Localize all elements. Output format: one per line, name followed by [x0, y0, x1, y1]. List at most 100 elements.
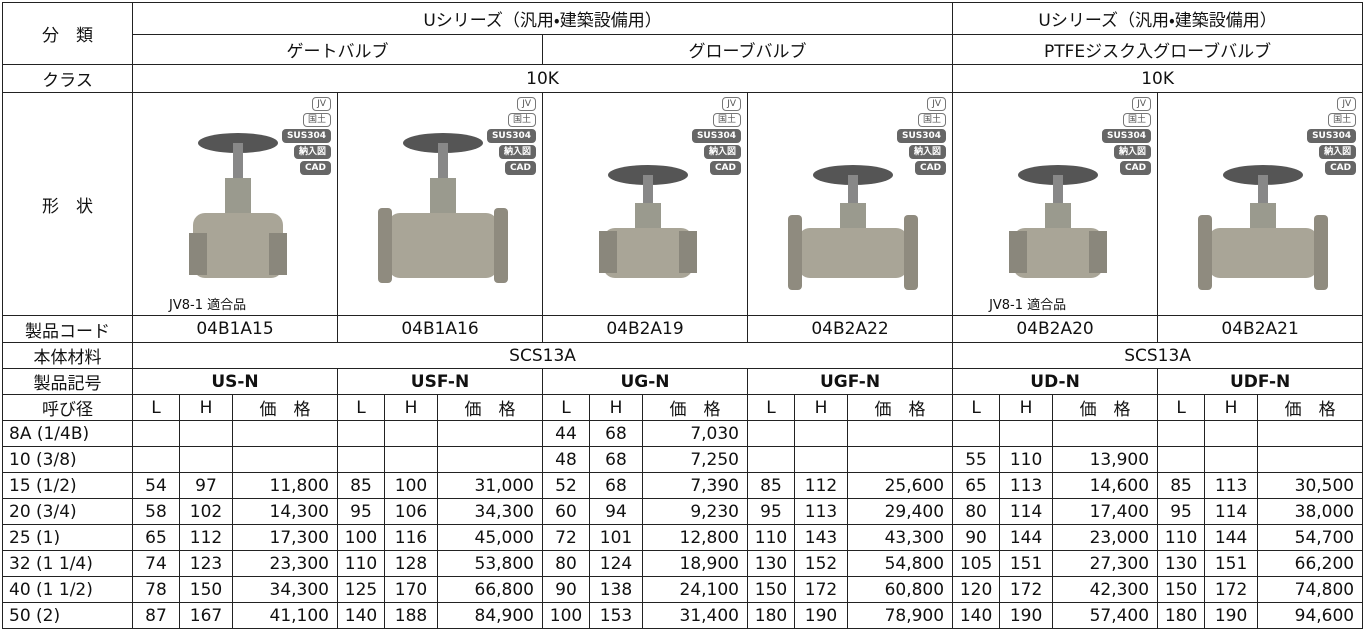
- badge: 国土: [918, 113, 947, 127]
- product-code: 04B1A16: [337, 315, 543, 343]
- sub-header: 価 格: [232, 394, 338, 421]
- value-cell: 7,250: [642, 446, 748, 473]
- badge: 国土: [712, 113, 741, 127]
- value-cell: 55: [952, 446, 1001, 473]
- value-cell: 128: [384, 550, 438, 577]
- value-cell: [1257, 446, 1364, 473]
- material: SCS13A: [131, 342, 954, 369]
- category-label: 分 類: [2, 2, 133, 65]
- value-cell: 66,200: [1257, 550, 1364, 577]
- value-cell: 14,600: [1052, 472, 1159, 499]
- value-cell: 58: [132, 498, 180, 525]
- value-cell: [1157, 420, 1206, 447]
- value-cell: 113: [794, 498, 848, 525]
- value-cell: 31,400: [642, 602, 748, 629]
- value-cell: [794, 420, 848, 447]
- value-cell: 123: [179, 550, 233, 577]
- sub-header: L: [542, 394, 590, 421]
- badge: SUS304: [1307, 129, 1357, 143]
- value-cell: [437, 446, 543, 473]
- badge: 納入図: [703, 145, 741, 159]
- size: 15 (1/2): [2, 472, 133, 499]
- product-symbol: US-N: [132, 368, 338, 395]
- value-cell: 7,390: [642, 472, 748, 499]
- product-symbol: UGF-N: [746, 368, 954, 395]
- value-cell: 114: [999, 498, 1054, 525]
- class-label: クラス: [2, 64, 133, 93]
- value-cell: 95: [337, 498, 385, 525]
- badge: CAD: [1325, 161, 1357, 175]
- sub-header: L: [1157, 394, 1206, 421]
- fit-note: JV8-1 適合品: [989, 298, 1067, 313]
- table-row: 32 (1 1/4) 74 123 23,300 110 128 53,800 80 124 18…: [2, 550, 1364, 577]
- badge: SUS304: [691, 129, 741, 143]
- value-cell: 74: [132, 550, 180, 577]
- value-cell: [232, 420, 338, 447]
- value-cell: [747, 446, 795, 473]
- value-cell: [794, 446, 848, 473]
- value-cell: 11,800: [232, 472, 338, 499]
- value-cell: 153: [589, 602, 643, 629]
- product-symbol: UD-N: [952, 368, 1159, 395]
- product-symbol: UDF-N: [1157, 368, 1364, 395]
- value-cell: 150: [179, 576, 233, 603]
- value-cell: [846, 446, 954, 473]
- series-name: Uシリーズ（汎用・建築設備用）: [952, 2, 1364, 35]
- table-row: 50 (2) 87 167 41,100 140 188 84,900 100 153 31,40…: [2, 602, 1364, 629]
- value-cell: 100: [384, 472, 438, 499]
- badge: JV: [312, 97, 331, 111]
- badge-list: JV 国土 SUS304 納入図 CAD: [691, 97, 741, 175]
- sub-header: L: [132, 394, 180, 421]
- table-row: 8A (1/4B) 44 68 7,030: [2, 420, 1364, 447]
- badge: CAD: [915, 161, 947, 175]
- badge: 国土: [302, 113, 331, 127]
- value-cell: [999, 420, 1054, 447]
- value-cell: 78: [132, 576, 180, 603]
- sub-header: 価 格: [1257, 394, 1364, 421]
- value-cell: 53,800: [437, 550, 543, 577]
- badge: 納入図: [1114, 145, 1152, 159]
- table-row: 40 (1 1/2) 78 150 34,300 125 170 66,800 90 138 24…: [2, 576, 1364, 603]
- type-name: グローブバルブ: [541, 34, 954, 65]
- product-symbol: UG-N: [542, 368, 748, 395]
- value-cell: 97: [179, 472, 233, 499]
- value-cell: 100: [337, 524, 385, 551]
- value-cell: 44: [542, 420, 590, 447]
- value-cell: 72: [542, 524, 590, 551]
- value-cell: 190: [1204, 602, 1259, 629]
- value-cell: 48: [542, 446, 590, 473]
- value-cell: 85: [747, 472, 795, 499]
- value-cell: 74,800: [1257, 576, 1364, 603]
- value-cell: 95: [1157, 498, 1206, 525]
- table-row: 20 (3/4) 58 102 14,300 95 106 34,300 60 94 9,230 9…: [2, 498, 1364, 525]
- valve-photo: [1009, 165, 1108, 278]
- value-cell: 12,800: [642, 524, 748, 551]
- value-cell: 29,400: [846, 498, 954, 525]
- value-cell: [952, 420, 1001, 447]
- value-cell: 140: [952, 602, 1001, 629]
- valve-photo: [788, 165, 918, 290]
- value-cell: 57,400: [1052, 602, 1159, 629]
- value-cell: 43,300: [846, 524, 954, 551]
- value-cell: 65: [132, 524, 180, 551]
- table-row: 製品コード 04B1A15 04B1A16 04B2A19 04B2A22 04B2A20…: [2, 315, 1364, 343]
- value-cell: 101: [589, 524, 643, 551]
- value-cell: 54: [132, 472, 180, 499]
- badge: JV: [517, 97, 536, 111]
- table-row: 本体材料 SCS13A SCS13A: [2, 342, 1364, 369]
- value-cell: 60,800: [846, 576, 954, 603]
- value-cell: 112: [794, 472, 848, 499]
- value-cell: [232, 446, 338, 473]
- fit-note: JV8-1 適合品: [169, 298, 247, 313]
- value-cell: 34,300: [437, 498, 543, 525]
- size: 40 (1 1/2): [2, 576, 133, 603]
- value-cell: [1257, 420, 1364, 447]
- value-cell: 140: [337, 602, 385, 629]
- value-cell: [179, 420, 233, 447]
- value-cell: 130: [747, 550, 795, 577]
- table-row: 25 (1) 65 112 17,300 100 116 45,000 72 101 12,800…: [2, 524, 1364, 551]
- sub-header: 価 格: [642, 394, 748, 421]
- badge-list: JV 国土 SUS304 納入図 CAD: [486, 97, 536, 175]
- value-cell: 180: [1157, 602, 1206, 629]
- value-cell: 151: [1204, 550, 1259, 577]
